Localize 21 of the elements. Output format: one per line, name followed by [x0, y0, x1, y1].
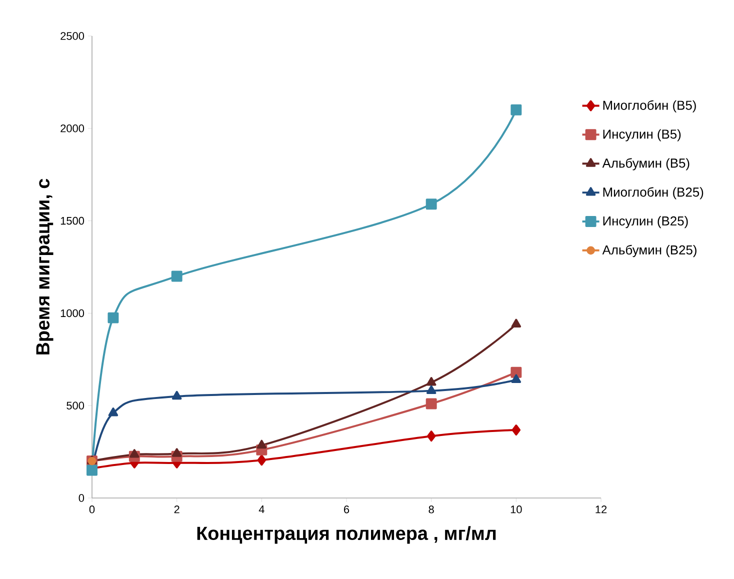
y-tick-label: 2500 — [60, 32, 84, 40]
legend-label: Инсулин (B25) — [603, 216, 688, 228]
x-tick-label: 6 — [344, 506, 350, 514]
y-tick-label: 2000 — [60, 124, 84, 132]
x-axis-title: Концентрация полимера , мг/мл — [197, 526, 496, 544]
x-tick-label: 12 — [596, 506, 607, 514]
legend-label: Миоглобин (B5) — [603, 100, 696, 112]
y-tick-label: 1000 — [60, 309, 84, 318]
y-axis-title: Время миграции, с — [36, 178, 54, 354]
x-tick-label: 8 — [428, 506, 434, 514]
x-tick-label: 0 — [89, 506, 95, 514]
y-tick-label: 1500 — [60, 216, 84, 225]
y-tick-label: 0 — [78, 494, 84, 502]
legend-label: Инсулин (B5) — [603, 129, 681, 142]
y-tick-label: 500 — [66, 402, 84, 410]
x-tick-label: 2 — [174, 506, 180, 514]
x-tick-label: 10 — [510, 506, 522, 514]
legend-label: Альбумин (B5) — [602, 158, 690, 170]
legend-label: Миоглобин (B25) — [603, 187, 704, 200]
legend-label: Альбумин (B25) — [602, 244, 696, 258]
x-tick-label: 4 — [258, 506, 264, 514]
